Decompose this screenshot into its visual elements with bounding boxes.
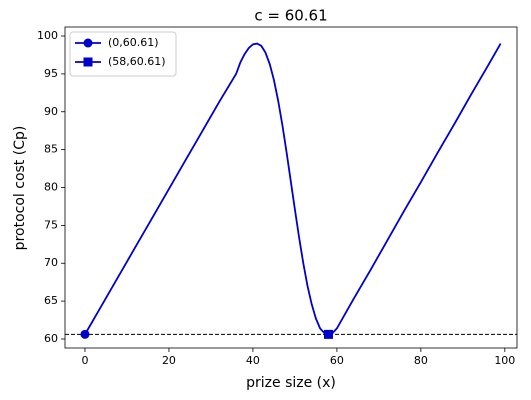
y-tick-label: 65: [44, 294, 58, 307]
x-tick-label: 60: [330, 354, 344, 367]
y-axis-label: protocol cost (Cp): [12, 126, 28, 251]
legend-marker: [83, 57, 93, 67]
y-tick-label: 80: [44, 181, 58, 194]
plot-frame: [64, 26, 518, 349]
y-tick-label: 95: [44, 67, 58, 80]
y-tick-label: 60: [44, 332, 58, 345]
x-tick-label: 0: [81, 354, 88, 367]
y-tick-label: 75: [44, 218, 58, 231]
data-point: [80, 329, 90, 339]
chart-title: c = 60.61: [254, 7, 327, 25]
x-tick-label: 20: [162, 354, 176, 367]
data-line: [84, 42, 502, 336]
y-tick-label: 100: [37, 29, 58, 42]
y-tick-label: 70: [44, 256, 58, 269]
legend-label: (58,60.61): [108, 55, 166, 68]
y-tick-label: 90: [44, 105, 58, 118]
y-tick-label: 85: [44, 143, 58, 156]
legend-label: (0,60.61): [108, 36, 159, 49]
x-axis-label: prize size (x): [246, 375, 336, 391]
data-point: [323, 329, 333, 339]
x-tick-label: 100: [494, 354, 515, 367]
x-tick-label: 80: [414, 354, 428, 367]
x-tick-label: 40: [246, 354, 260, 367]
legend-marker: [83, 38, 93, 48]
